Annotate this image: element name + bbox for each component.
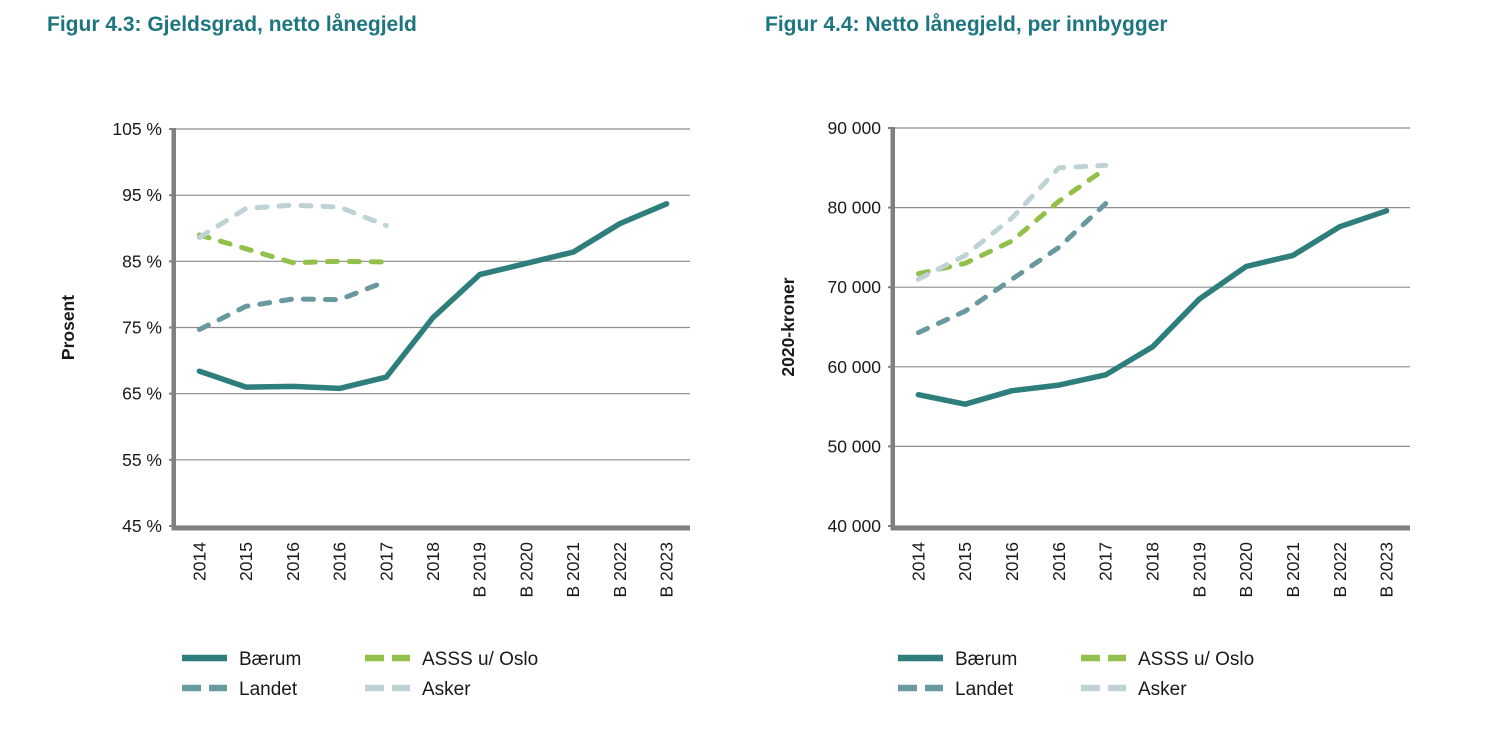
y-tick-label: 105 % <box>112 119 162 139</box>
series-line-b-rum <box>196 201 670 392</box>
x-tick-label: 2018 <box>1143 542 1163 581</box>
y-tick-label: 60 000 <box>827 357 881 377</box>
legend-label-asker: Asker <box>1138 679 1187 700</box>
series-line-asker <box>915 162 1109 282</box>
x-tick-label: B 2023 <box>1377 542 1397 597</box>
y-tick-label: 90 000 <box>827 118 881 138</box>
y-tick-label: 55 % <box>122 450 162 470</box>
legend-label-landet: Landet <box>955 679 1014 700</box>
legend-label-asker: Asker <box>422 679 471 700</box>
x-tick-label: 2018 <box>423 542 443 581</box>
legend-label-b-rum: Bærum <box>955 649 1017 670</box>
x-tick-label: 2014 <box>189 542 209 581</box>
y-axis-line <box>890 128 895 531</box>
x-tick-label: B 2020 <box>516 542 536 598</box>
series-line-landet <box>196 278 389 332</box>
y-axis-title: 2020-kroner <box>778 277 798 376</box>
legend-label-asss-u-oslo: ASSS u/ Oslo <box>422 649 538 670</box>
x-tick-label: B 2022 <box>1330 542 1350 597</box>
y-tick-label: 70 000 <box>827 277 881 297</box>
x-axis-line <box>890 526 1410 531</box>
x-tick-label: 2016 <box>1002 542 1022 581</box>
series-line-asss-u-oslo <box>915 166 1109 277</box>
x-tick-label: 2015 <box>236 542 256 581</box>
y-tick-label: 65 % <box>122 384 162 404</box>
x-tick-label: 2015 <box>955 542 975 581</box>
x-tick-label: B 2019 <box>470 542 490 597</box>
x-tick-label: B 2019 <box>1189 542 1209 597</box>
legend-label-landet: Landet <box>239 679 298 700</box>
series-line-asss-u-oslo <box>196 232 389 266</box>
x-tick-label: B 2021 <box>563 542 583 597</box>
x-tick-label: 2016 <box>283 542 303 581</box>
x-tick-label: B 2020 <box>1236 542 1256 598</box>
y-tick-label: 95 % <box>122 185 162 205</box>
x-tick-label: 2016 <box>330 542 350 581</box>
x-tick-label: B 2022 <box>610 542 630 597</box>
y-tick-label: 50 000 <box>827 436 881 456</box>
x-tick-label: 2017 <box>376 542 396 581</box>
x-tick-label: 2017 <box>1096 542 1116 581</box>
y-tick-label: 40 000 <box>827 516 881 536</box>
series-line-asker <box>196 202 389 240</box>
x-tick-label: 2016 <box>1049 542 1069 581</box>
y-axis-line <box>171 129 176 531</box>
series-line-b-rum <box>915 208 1390 407</box>
y-tick-label: 85 % <box>122 251 162 271</box>
figure-4-4-title: Figur 4.4: Netto lånegjeld, per innbygge… <box>765 13 1168 36</box>
figure-4-3-title: Figur 4.3: Gjeldsgrad, netto lånegjeld <box>47 13 417 36</box>
chart-figur-4-4: 2014 2015 2016 2016 2017 2018 B 2019 B 2020 B 20… <box>778 118 1410 700</box>
legend-label-b-rum: Bærum <box>239 649 301 670</box>
chart-figur-4-3: 2014 2015 2016 2016 2017 2018 B 2019 B 2020 B 20… <box>58 119 690 700</box>
y-tick-label: 45 % <box>122 516 162 536</box>
legend-label-asss-u-oslo: ASSS u/ Oslo <box>1138 649 1254 670</box>
x-tick-label: B 2023 <box>657 542 677 597</box>
series-line-landet <box>915 201 1109 336</box>
y-axis-title: Prosent <box>58 295 78 360</box>
x-tick-label: 2014 <box>908 542 928 581</box>
y-tick-label: 80 000 <box>827 198 881 218</box>
x-tick-label: B 2021 <box>1283 542 1303 597</box>
x-axis-line <box>171 526 690 531</box>
y-tick-label: 75 % <box>122 318 162 338</box>
